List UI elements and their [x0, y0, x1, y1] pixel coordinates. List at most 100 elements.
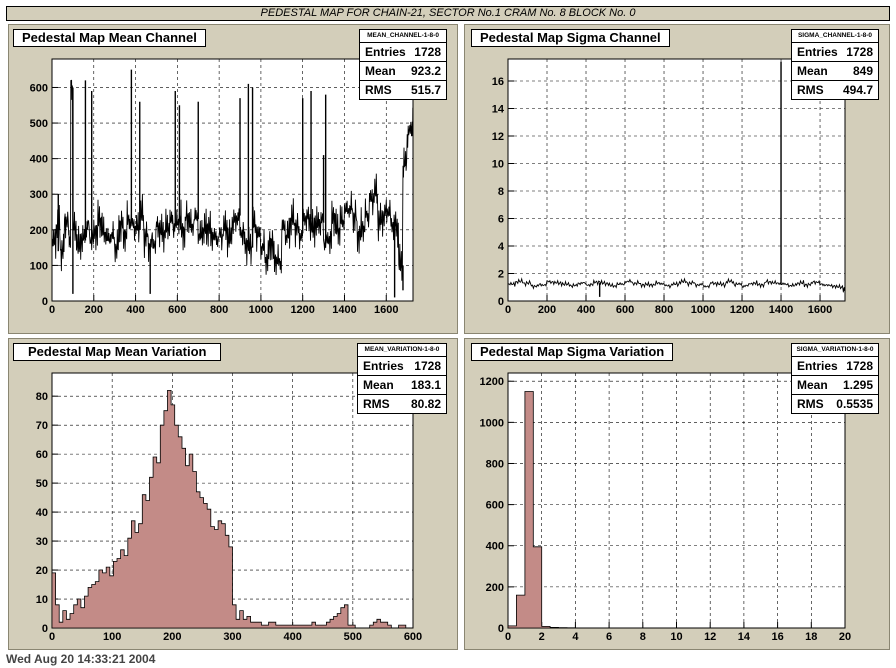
stats-rms-label: RMS [797, 397, 824, 411]
y-tick-label: 30 [36, 536, 48, 548]
x-tick-label: 600 [404, 631, 422, 643]
stats-name: MEAN_VARIATION-1-8-0 [358, 344, 446, 357]
x-tick-label: 14 [738, 631, 751, 643]
timestamp-footer: Wed Aug 20 14:33:21 2004 [6, 652, 156, 666]
x-tick-label: 1400 [769, 304, 793, 316]
y-tick-label: 1000 [480, 417, 504, 429]
y-tick-label: 600 [486, 500, 504, 512]
y-tick-label: 0 [498, 623, 504, 635]
channel-trace [507, 277, 846, 293]
y-tick-label: 80 [36, 391, 48, 403]
x-tick-label: 4 [572, 631, 579, 643]
stats-entries-value: 1728 [414, 45, 441, 59]
x-tick-label: 1200 [290, 304, 314, 316]
mean-variation-title: Pedestal Map Mean Variation [13, 343, 222, 361]
stats-mean-label: Mean [797, 378, 828, 392]
x-tick-label: 1600 [808, 304, 832, 316]
sigma-channel-plot: 0 2 4 6 8 10 12 14 16 0 200 400 600 800 1000 1200 1400 16… [492, 58, 846, 316]
stats-mean-value: 1.295 [842, 378, 873, 392]
canvas-banner: PEDESTAL MAP FOR CHAIN-21, SECTOR No.1 C… [6, 6, 890, 21]
x-tick-label: 400 [577, 304, 595, 316]
stats-mean-label: Mean [797, 64, 828, 78]
stats-rms-value: 80.82 [410, 397, 441, 411]
y-tick-label: 40 [36, 507, 48, 519]
x-tick-label: 12 [704, 631, 716, 643]
stats-mean-value: 849 [852, 64, 873, 78]
pad-mean-variation[interactable]: 0 10 20 30 40 50 60 70 80 0 100 200 300 400 500 600 Ped… [8, 338, 458, 650]
x-tick-label: 300 [223, 631, 241, 643]
plot-frame [507, 58, 846, 302]
x-tick-label: 2 [539, 631, 545, 643]
y-tick-label: 200 [486, 582, 504, 594]
stats-rms-value: 494.7 [842, 83, 873, 97]
y-tick-label: 8 [498, 186, 504, 198]
stats-entries-label: Entries [363, 359, 404, 373]
y-tick-label: 300 [30, 189, 48, 201]
x-tick-label: 6 [606, 631, 612, 643]
sigma-channel-title: Pedestal Map Sigma Channel [471, 29, 670, 47]
y-tick-label: 200 [30, 225, 48, 237]
y-tick-label: 50 [36, 478, 48, 490]
stats-entries-value: 1728 [414, 359, 441, 373]
channel-trace [51, 79, 414, 281]
y-tick-label: 6 [498, 214, 504, 226]
x-tick-label: 16 [771, 631, 783, 643]
x-tick-label: 0 [49, 631, 55, 643]
y-tick-label: 4 [498, 241, 505, 253]
y-tick-label: 60 [36, 449, 48, 461]
x-tick-label: 1400 [332, 304, 356, 316]
x-tick-label: 400 [126, 304, 144, 316]
mean-variation-plot: 0 10 20 30 40 50 60 70 80 0 100 200 300 400 500 600 [36, 372, 422, 643]
x-tick-label: 600 [168, 304, 186, 316]
stats-name: SIGMA_VARIATION-1-8-0 [792, 344, 878, 357]
x-tick-label: 200 [163, 631, 181, 643]
y-tick-label: 10 [36, 594, 48, 606]
mean-channel-stats: MEAN_CHANNEL-1-8-0 Entries 1728 Mean 923.2… [359, 29, 447, 100]
x-tick-label: 1000 [691, 304, 715, 316]
x-tick-label: 200 [538, 304, 556, 316]
y-tick-label: 16 [492, 76, 504, 88]
x-tick-label: 1200 [730, 304, 754, 316]
y-tick-label: 400 [30, 154, 48, 166]
x-tick-label: 10 [670, 631, 682, 643]
histogram-bars [507, 391, 845, 629]
x-tick-label: 600 [616, 304, 634, 316]
y-tick-label: 20 [36, 565, 48, 577]
y-tick-label: 10 [492, 159, 504, 171]
y-tick-label: 800 [486, 458, 504, 470]
pad-sigma-variation[interactable]: 0 200 400 600 800 1000 1200 0 2 4 6 8 10 12 14 16 18 20 P… [464, 338, 890, 650]
x-tick-label: 1600 [374, 304, 398, 316]
x-tick-label: 0 [49, 304, 55, 316]
stats-mean-label: Mean [363, 378, 394, 392]
x-tick-label: 8 [640, 631, 646, 643]
stats-entries-value: 1728 [846, 45, 873, 59]
stats-rms-value: 515.7 [410, 83, 441, 97]
y-tick-label: 12 [492, 131, 504, 143]
stats-rms-label: RMS [365, 83, 392, 97]
stats-rms-label: RMS [363, 397, 390, 411]
x-tick-label: 800 [655, 304, 673, 316]
pad-mean-channel[interactable]: 0 100 200 300 400 500 600 0 200 400 600 800 1000 1200… [8, 24, 458, 334]
x-tick-label: 400 [283, 631, 301, 643]
x-tick-label: 500 [344, 631, 362, 643]
pad-sigma-channel[interactable]: 0 2 4 6 8 10 12 14 16 0 200 400 600 800 1000 1200 1400 16… [464, 24, 890, 334]
histogram-bars [51, 390, 413, 629]
stats-mean-value: 183.1 [410, 378, 441, 392]
x-tick-label: 20 [839, 631, 851, 643]
y-tick-label: 0 [42, 623, 48, 635]
x-tick-label: 1000 [249, 304, 273, 316]
stats-mean-label: Mean [365, 64, 396, 78]
x-tick-label: 18 [805, 631, 817, 643]
y-tick-label: 14 [492, 104, 505, 116]
stats-entries-label: Entries [365, 45, 406, 59]
sigma-variation-plot: 0 200 400 600 800 1000 1200 0 2 4 6 8 10 12 14 16 18 20 [480, 372, 851, 643]
mean-channel-plot: 0 100 200 300 400 500 600 0 200 400 600 800 1000 1200… [30, 58, 414, 316]
y-tick-label: 0 [42, 296, 48, 308]
x-tick-label: 0 [505, 304, 511, 316]
y-tick-label: 0 [498, 296, 504, 308]
x-tick-label: 200 [85, 304, 103, 316]
sigma-variation-stats: SIGMA_VARIATION-1-8-0 Entries 1728 Mean 1.… [791, 343, 879, 414]
mean-variation-stats: MEAN_VARIATION-1-8-0 Entries 1728 Mean 183… [357, 343, 447, 414]
x-tick-label: 100 [103, 631, 121, 643]
stats-name: SIGMA_CHANNEL-1-8-0 [792, 30, 878, 43]
